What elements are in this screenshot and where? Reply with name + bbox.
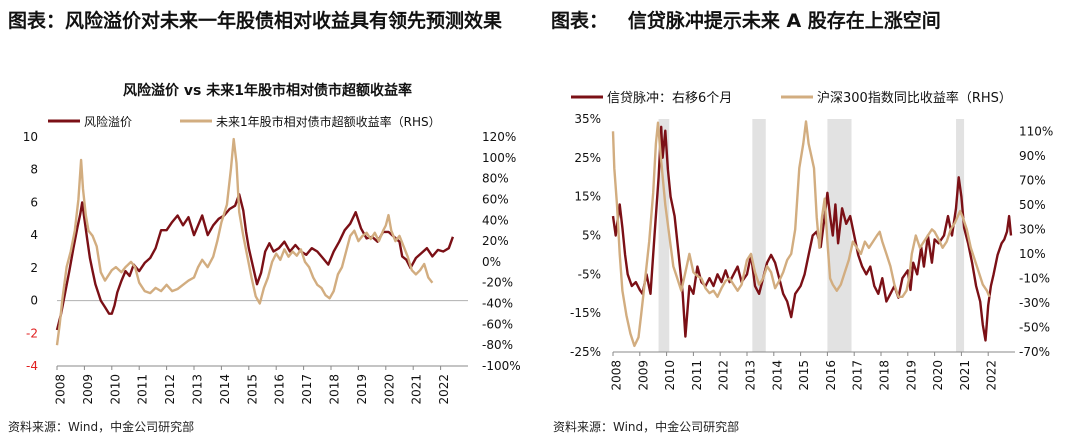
x-tick-label-2013: 2013 bbox=[744, 360, 758, 391]
y-right-tick-label-50%: 50% bbox=[1019, 198, 1046, 212]
y-right-tick-label-30%: 30% bbox=[1019, 222, 1046, 236]
legend-label-0: 信贷脉冲：右移6个月 bbox=[607, 91, 732, 106]
y-left-tick-label-35%: 35% bbox=[574, 112, 601, 126]
x-tick-label-2016: 2016 bbox=[273, 374, 287, 405]
y-left-tick-label--2: -2 bbox=[26, 326, 38, 340]
y-left-tick-label-5%: 5% bbox=[582, 229, 601, 243]
y-left-tick-label--25%: -25% bbox=[570, 345, 601, 359]
x-tick-label-2010: 2010 bbox=[663, 360, 677, 391]
y-left-tick-label-4: 4 bbox=[30, 228, 38, 242]
y-right-tick-label--70%: -70% bbox=[1019, 345, 1050, 359]
y-left-tick-label-6: 6 bbox=[30, 195, 38, 209]
x-tick-label-2022: 2022 bbox=[985, 360, 999, 391]
y-right-tick-label--80%: -80% bbox=[482, 338, 513, 352]
x-tick-label-2009: 2009 bbox=[636, 360, 650, 391]
x-tick-label-2008: 2008 bbox=[54, 374, 68, 405]
x-tick-label-2018: 2018 bbox=[878, 360, 892, 391]
y-right-tick-label-40%: 40% bbox=[482, 213, 509, 227]
series-line-1 bbox=[611, 120, 991, 348]
y-right-tick-label-80%: 80% bbox=[482, 172, 509, 186]
right-figure-panel: 图表： 信贷脉冲提示未来 A 股存在上涨空间 2008 2009 2010 2011 2… bbox=[545, 0, 1080, 441]
shaded-period-3 bbox=[956, 119, 965, 352]
x-tick-label-2015: 2015 bbox=[245, 374, 259, 405]
y-right-tick-label-60%: 60% bbox=[482, 192, 509, 206]
x-tick-label-2022: 2022 bbox=[437, 374, 451, 405]
x-tick-label-2016: 2016 bbox=[824, 360, 838, 391]
x-tick-label-2017: 2017 bbox=[851, 360, 865, 391]
y-left-tick-label-25%: 25% bbox=[574, 151, 601, 165]
y-right-tick-label-10%: 10% bbox=[1019, 247, 1046, 261]
y-left-tick-label-0: 0 bbox=[30, 294, 38, 308]
y-right-tick-label--10%: -10% bbox=[1019, 271, 1050, 285]
x-tick-label-2020: 2020 bbox=[382, 374, 396, 405]
x-tick-label-2018: 2018 bbox=[328, 374, 342, 405]
y-right-tick-label-20%: 20% bbox=[482, 234, 509, 248]
series-line-1 bbox=[55, 137, 434, 346]
x-tick-label-2021: 2021 bbox=[958, 360, 972, 391]
x-tick-label-2012: 2012 bbox=[163, 374, 177, 405]
x-tick-label-2015: 2015 bbox=[797, 360, 811, 391]
right-figure-title: 图表： 信贷脉冲提示未来 A 股存在上涨空间 bbox=[551, 10, 941, 32]
shaded-period-1 bbox=[752, 119, 766, 352]
y-left-tick-label-8: 8 bbox=[30, 163, 38, 177]
x-tick-label-2009: 2009 bbox=[81, 374, 95, 405]
y-right-tick-label--40%: -40% bbox=[482, 297, 513, 311]
y-left-tick-label--5%: -5% bbox=[578, 267, 601, 281]
x-tick-label-2017: 2017 bbox=[300, 374, 314, 405]
y-right-tick-label-90%: 90% bbox=[1019, 149, 1046, 163]
y-right-tick-label-0%: 0% bbox=[482, 255, 501, 269]
left-chart-title: 风险溢价 vs 未来1年股市相对债市超额收益率 bbox=[123, 83, 412, 99]
x-tick-label-2014: 2014 bbox=[770, 360, 784, 391]
x-tick-label-2013: 2013 bbox=[191, 374, 205, 405]
x-tick-label-2021: 2021 bbox=[410, 374, 424, 405]
y-right-tick-label--100%: -100% bbox=[482, 359, 521, 373]
y-right-tick-label--30%: -30% bbox=[1019, 296, 1050, 310]
y-left-tick-label--4: -4 bbox=[26, 359, 38, 373]
x-tick-label-2012: 2012 bbox=[717, 360, 731, 391]
y-right-tick-label-100%: 100% bbox=[482, 151, 516, 165]
shaded-period-0 bbox=[658, 119, 670, 352]
x-tick-label-2019: 2019 bbox=[355, 374, 369, 405]
left-source-note: 资料来源：Wind，中金公司研究部 bbox=[8, 420, 195, 434]
x-tick-label-2008: 2008 bbox=[610, 360, 624, 391]
y-right-tick-label-70%: 70% bbox=[1019, 173, 1046, 187]
risk-premium-chart: 2008 2009 2010 2011 2012 2013 2014 2015 2016 2017… bbox=[23, 114, 521, 405]
y-right-tick-label--60%: -60% bbox=[482, 317, 513, 331]
x-tick-label-2020: 2020 bbox=[931, 360, 945, 391]
y-left-tick-label-10: 10 bbox=[23, 130, 38, 144]
y-right-tick-label--50%: -50% bbox=[1019, 320, 1050, 334]
y-left-tick-label-15%: 15% bbox=[574, 190, 601, 204]
y-left-tick-label-2: 2 bbox=[30, 261, 38, 275]
y-right-tick-label-110%: 110% bbox=[1019, 124, 1053, 138]
left-figure-title: 图表：风险溢价对未来一年股债相对收益具有领先预测效果 bbox=[8, 10, 503, 32]
right-source-note: 资料来源：Wind，中金公司研究部 bbox=[553, 420, 740, 434]
x-tick-label-2011: 2011 bbox=[690, 360, 704, 391]
x-tick-label-2010: 2010 bbox=[108, 374, 122, 405]
x-tick-label-2019: 2019 bbox=[904, 360, 918, 391]
series-line-0 bbox=[55, 193, 455, 331]
left-figure-panel: 图表：风险溢价对未来一年股债相对收益具有领先预测效果 风险溢价 vs 未来1年股… bbox=[0, 0, 535, 441]
y-left-tick-label--15%: -15% bbox=[570, 306, 601, 320]
x-tick-label-2014: 2014 bbox=[218, 374, 232, 405]
credit-impulse-chart: 2008 2009 2010 2011 2012 2013 2014 2015 2016 2017… bbox=[570, 90, 1053, 391]
x-tick-label-2011: 2011 bbox=[136, 374, 150, 405]
legend-label-1: 未来1年股市相对债市超额收益率（RHS） bbox=[216, 114, 441, 129]
legend-label-0: 风险溢价 bbox=[84, 114, 132, 129]
y-right-tick-label-120%: 120% bbox=[482, 130, 516, 144]
legend-label-1: 沪深300指数同比收益率（RHS） bbox=[817, 90, 1012, 106]
y-right-tick-label--20%: -20% bbox=[482, 276, 513, 290]
